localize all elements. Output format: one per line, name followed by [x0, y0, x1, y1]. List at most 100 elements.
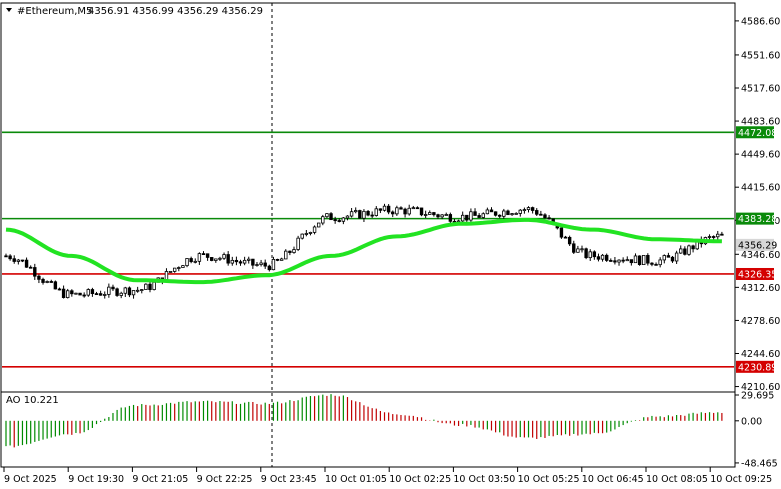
- candle-body: [37, 275, 41, 280]
- candle-body: [600, 254, 605, 260]
- candle-body: [518, 209, 522, 214]
- candle-body: [333, 219, 337, 222]
- candle-body: [514, 213, 518, 215]
- candle-body: [218, 257, 222, 260]
- time-tick-label: 10 Oct 03:50: [453, 474, 515, 485]
- candle-body: [419, 207, 424, 216]
- candle-body: [16, 259, 21, 262]
- candle-body: [366, 210, 370, 216]
- candle-body: [115, 288, 119, 296]
- price-tick-label: 4551.60: [741, 50, 780, 61]
- candle-body: [493, 211, 498, 216]
- candle-body: [662, 255, 666, 261]
- price-tick-label: 4483.60: [741, 117, 780, 128]
- ao-histogram: [5, 394, 723, 448]
- candle-body: [152, 281, 156, 290]
- current-price-tag: [736, 238, 774, 251]
- levels: 4472.08 4383.28 4326.35 4230.89: [2, 126, 777, 373]
- candle-body: [337, 220, 341, 222]
- price-panel[interactable]: [0, 2, 736, 393]
- candle-body: [70, 290, 74, 295]
- candle-body: [382, 205, 387, 211]
- candle-body: [255, 264, 259, 266]
- candle-body: [181, 265, 185, 268]
- candle-body: [378, 208, 383, 211]
- candle-body: [423, 214, 428, 216]
- candle-body: [502, 210, 506, 217]
- level-tag: [736, 212, 774, 225]
- candle-body: [576, 248, 580, 253]
- candle-body: [370, 214, 374, 217]
- candle-body: [251, 258, 255, 266]
- candle-body: [78, 292, 82, 296]
- candle-body: [33, 267, 37, 277]
- candle-body: [127, 287, 132, 296]
- candle-body: [263, 262, 267, 267]
- candle-body: [666, 255, 671, 258]
- candle-body: [621, 259, 625, 262]
- candle-body: [197, 253, 202, 262]
- price-tick-label: 4415.60: [741, 183, 780, 194]
- candle-body: [312, 226, 317, 233]
- candle-body: [4, 255, 8, 258]
- price-tick-label: 4346.60: [741, 250, 780, 261]
- candle-body: [271, 258, 276, 271]
- candle-body: [399, 207, 403, 210]
- candle-body: [428, 212, 432, 215]
- level-tag-label: 4326.35: [738, 269, 777, 280]
- candle-body: [8, 255, 12, 260]
- time-tick-label: 10 Oct 01:05: [325, 474, 387, 485]
- candle-body: [230, 259, 234, 264]
- candle-body: [82, 294, 86, 297]
- candle-body: [189, 258, 193, 263]
- candle-body: [205, 253, 210, 258]
- candle-body: [354, 210, 358, 213]
- candle-body: [193, 260, 197, 263]
- candle-body: [24, 259, 29, 268]
- candle-body: [292, 249, 296, 253]
- candle-body: [172, 267, 177, 272]
- candle-body: [539, 213, 543, 216]
- candle-body: [374, 208, 378, 216]
- candle-body: [140, 289, 144, 291]
- candle-body: [530, 207, 535, 211]
- candle-body: [98, 293, 103, 296]
- candles: [4, 203, 724, 299]
- ohlc-readout: 4356.91 4356.99 4356.29 4356.29: [88, 6, 263, 17]
- candle-body: [275, 258, 280, 261]
- candle-body: [316, 222, 321, 228]
- candle-body: [41, 278, 45, 283]
- time-axis: 9 Oct 2025 9 Oct 19:30 9 Oct 21:05 9 Oct 22…: [3, 467, 772, 485]
- candle-body: [20, 259, 25, 262]
- price-axis: 4586.60 4551.60 4517.60 4483.60 4449.60 4415.…: [735, 16, 780, 393]
- triangle-down-icon[interactable]: [6, 8, 12, 12]
- candle-body: [57, 288, 62, 291]
- candle-body: [477, 215, 481, 218]
- candle-body: [674, 252, 679, 262]
- candle-body: [242, 259, 247, 264]
- candle-body: [489, 209, 494, 213]
- candle-body: [440, 214, 444, 218]
- price-tick-label: 4210.60: [741, 382, 780, 393]
- candle-body: [12, 258, 16, 262]
- candle-body: [111, 286, 115, 290]
- candle-body: [284, 250, 288, 260]
- candle-body: [596, 256, 601, 260]
- candle-body: [711, 236, 716, 238]
- candle-body: [210, 257, 214, 261]
- candle-body: [658, 259, 662, 266]
- candle-body: [535, 210, 539, 215]
- price-tick-label: 4312.60: [741, 283, 780, 294]
- candle-body: [637, 255, 642, 266]
- candle-body: [288, 250, 292, 253]
- candle-body: [321, 216, 325, 224]
- candle-body: [386, 205, 391, 213]
- candle-body: [650, 262, 654, 265]
- ao-tick-label: 29.695: [741, 391, 774, 402]
- candle-body: [543, 214, 547, 219]
- candle-body: [415, 207, 420, 210]
- ao-panel[interactable]: [0, 391, 736, 468]
- candle-body: [131, 290, 136, 296]
- candle-body: [358, 210, 362, 219]
